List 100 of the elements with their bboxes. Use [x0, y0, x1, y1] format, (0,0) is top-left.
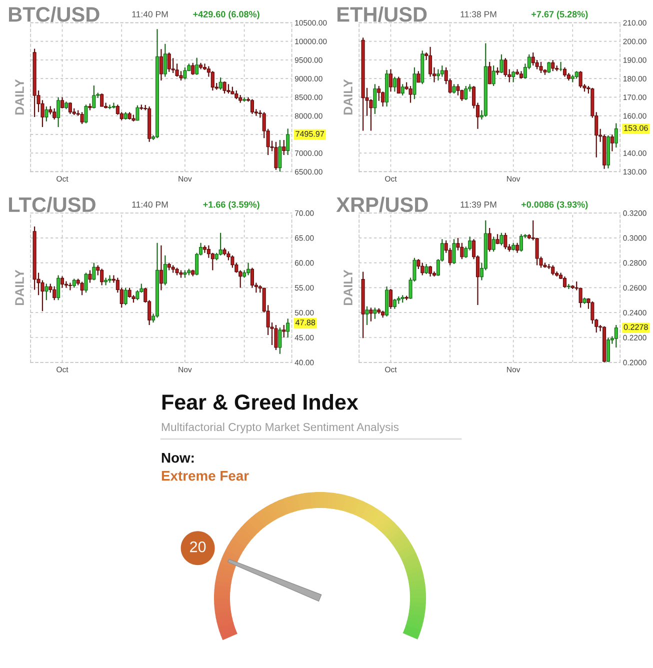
candlestick — [539, 61, 543, 74]
candlestick — [108, 104, 112, 110]
candlestick — [210, 252, 214, 271]
candlestick — [56, 274, 60, 301]
candlestick — [124, 287, 128, 306]
candlestick — [195, 57, 199, 76]
text: Now: — [162, 453, 194, 463]
chart-title: BTC/USD — [8, 6, 100, 22]
candlestick — [531, 52, 535, 66]
candlestick — [396, 76, 400, 94]
candlestick — [551, 264, 555, 276]
data-label: 20 — [190, 541, 206, 552]
annotation: 0.2278 — [624, 324, 648, 330]
candlestick — [104, 277, 108, 286]
candlestick — [171, 58, 175, 74]
candlestick — [282, 139, 286, 156]
candlestick — [488, 61, 492, 85]
candlestick — [500, 54, 504, 74]
candlestick — [274, 324, 278, 351]
text: Fear & Greed Index — [162, 394, 358, 410]
candlestick — [562, 66, 567, 78]
candlestick — [274, 141, 278, 170]
candlestick — [452, 238, 456, 265]
candlestick — [136, 104, 140, 122]
candlestick — [373, 307, 377, 320]
candlestick — [488, 227, 492, 252]
candlestick — [610, 134, 614, 152]
candlestick — [440, 64, 444, 78]
candlestick — [420, 262, 424, 276]
candlestick — [416, 70, 420, 83]
chart-title: ETH/USD — [337, 6, 427, 22]
candlestick — [222, 81, 226, 94]
candlestick — [108, 274, 112, 284]
candlestick — [128, 287, 132, 298]
candlestick — [460, 242, 464, 260]
candlestick — [369, 307, 373, 322]
text: +0.0086 (3.93%) — [521, 201, 588, 210]
y-axis-title: DAILY — [15, 79, 24, 115]
candlestick — [56, 96, 60, 128]
candlestick — [388, 288, 393, 310]
candlestick — [492, 236, 496, 252]
candlestick — [424, 263, 428, 275]
candlestick — [504, 232, 508, 250]
candlestick — [163, 254, 167, 286]
annotation: 47.88 — [295, 320, 316, 326]
candlestick — [226, 84, 230, 94]
candlestick — [84, 272, 88, 294]
candlestick — [614, 324, 618, 348]
candlestick — [519, 234, 524, 252]
candlestick — [80, 112, 84, 125]
annotation: 7495.97 — [296, 131, 324, 137]
candlestick — [282, 324, 286, 338]
candlestick — [436, 68, 440, 81]
candlestick — [230, 254, 234, 268]
y-axis-title: DAILY — [344, 79, 352, 115]
candlestick — [218, 232, 222, 256]
candlestick — [92, 84, 96, 109]
candlestick — [377, 85, 381, 102]
candlestick — [448, 247, 452, 266]
annotation: 153.06 — [624, 125, 648, 131]
candlestick — [92, 262, 96, 281]
candlestick — [578, 287, 582, 308]
candlestick — [551, 59, 555, 72]
candlestick — [80, 281, 84, 296]
candlestick — [218, 76, 222, 90]
chart-title: LTC/USD — [8, 196, 96, 212]
candlestick — [286, 128, 290, 156]
chart-subtitle: 11:40 PM — [132, 11, 168, 18]
candlestick — [246, 262, 250, 276]
candlestick — [88, 270, 92, 284]
candlestick — [60, 96, 64, 109]
candlestick — [388, 68, 393, 92]
candlestick — [250, 98, 254, 115]
candlestick — [136, 290, 140, 301]
candlestick — [373, 84, 377, 115]
candlestick — [250, 267, 254, 288]
candlestick — [392, 76, 396, 92]
candlestick — [52, 286, 56, 301]
y-axis-title: DAILY — [15, 270, 24, 306]
candlestick — [535, 59, 539, 70]
candlestick — [547, 61, 551, 74]
candlestick — [428, 265, 432, 278]
chart-subtitle: 11:39 PM — [460, 201, 496, 208]
candlestick — [163, 43, 167, 78]
candlestick — [408, 85, 412, 104]
candlestick — [512, 70, 516, 83]
candlestick — [412, 66, 416, 100]
candlestick — [614, 122, 618, 148]
candlestick — [191, 62, 195, 76]
candlestick — [562, 276, 567, 288]
candlestick — [278, 139, 282, 172]
candlestick — [535, 237, 539, 266]
candlestick — [183, 66, 187, 80]
candlestick — [167, 52, 171, 72]
text: +1.66 (3.59%) — [203, 201, 260, 210]
candlestick — [452, 84, 456, 94]
candlestick — [100, 268, 104, 286]
candlestick — [278, 326, 282, 354]
chart-subtitle: 11:38 PM — [460, 11, 496, 18]
candlestick — [400, 84, 404, 96]
